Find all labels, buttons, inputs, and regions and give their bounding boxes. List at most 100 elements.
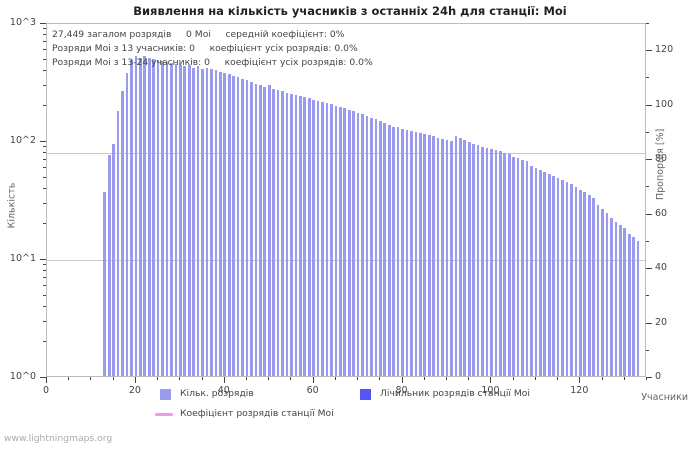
y-left-tick-minor [43, 270, 46, 272]
bar [405, 129, 409, 376]
y-left-tick-label: 10^0 [9, 371, 36, 382]
x-tick-minor [379, 377, 381, 380]
x-tick-minor [179, 377, 181, 380]
bar [241, 78, 244, 376]
y-right-tick-major [646, 50, 652, 52]
y-left-tick-major [40, 141, 46, 142]
y-right-tick-label: 40 [655, 262, 668, 274]
bar [210, 68, 213, 376]
bar [414, 131, 418, 376]
x-tick-major [490, 377, 492, 383]
bar [370, 117, 373, 376]
bar [134, 55, 138, 376]
bar [130, 59, 133, 376]
x-tick-minor [268, 377, 270, 380]
x-tick-minor [557, 377, 559, 380]
y-left-tick-minor [43, 146, 46, 148]
y-left-tick-minor [43, 176, 46, 178]
bar [125, 72, 129, 376]
y-right-tick-minor [646, 240, 649, 242]
bar [294, 95, 298, 376]
y-left-tick-minor [43, 264, 46, 266]
bar [543, 171, 547, 376]
bar [196, 66, 200, 376]
bar [152, 58, 156, 376]
bar [574, 186, 578, 376]
bar [587, 195, 591, 376]
bar [298, 96, 302, 376]
x-tick-label: 80 [395, 385, 408, 396]
y-left-tick-label: 10^2 [9, 135, 36, 146]
bar [223, 72, 227, 376]
y-left-tick-major [40, 377, 46, 378]
bar [450, 141, 453, 376]
y-right-tick-major [646, 377, 652, 378]
x-tick-minor [290, 377, 292, 380]
bar [147, 57, 151, 376]
bar [174, 64, 178, 376]
bar [538, 169, 542, 376]
bar [401, 128, 404, 376]
bar [490, 148, 493, 376]
bar [285, 93, 289, 376]
y-left-tick-minor [43, 223, 46, 225]
bar [356, 112, 360, 376]
bar [116, 111, 120, 376]
x-tick-minor [157, 377, 159, 380]
x-tick-label: 100 [481, 385, 500, 396]
bar [410, 130, 413, 376]
y-right-tick-minor [646, 131, 649, 133]
y-right-tick-label: 20 [655, 316, 668, 328]
y-left-tick-minor [43, 277, 46, 279]
bar [232, 75, 236, 376]
y-left-tick-minor [43, 187, 46, 189]
legend-label-discharges: Кільк. розрядів [180, 388, 254, 399]
legend-label-station-counter: Лічильник розрядів станції Moi [380, 388, 530, 399]
bar [143, 55, 147, 376]
y-left-tick-minor [43, 285, 46, 287]
bar [107, 154, 111, 376]
legend-line-ratio [155, 413, 173, 416]
x-tick-minor [534, 377, 536, 380]
bars-layer [47, 24, 645, 376]
y-left-tick-minor [43, 320, 46, 322]
bar [383, 122, 387, 376]
y-right-tick-major [646, 213, 652, 215]
bar [472, 144, 476, 376]
bar [632, 237, 636, 376]
bar [258, 85, 262, 376]
x-tick-label: 60 [306, 385, 319, 396]
y-left-tick-minor [43, 105, 46, 107]
y-left-tick-minor [43, 28, 46, 30]
bar [138, 57, 142, 376]
bar [432, 136, 436, 376]
bar [614, 222, 618, 376]
bar [530, 166, 533, 376]
bar [378, 120, 382, 376]
y-left-tick-minor [43, 305, 46, 307]
x-tick-minor [357, 377, 359, 380]
bar [507, 154, 511, 376]
bar [552, 175, 556, 376]
bar [481, 146, 484, 376]
bar [183, 66, 187, 376]
bar [387, 124, 391, 376]
x-tick-minor [601, 377, 603, 380]
y-left-tick-minor [43, 49, 46, 51]
bar [187, 65, 191, 376]
y-left-tick-minor [43, 167, 46, 169]
bar [565, 182, 569, 376]
bar [250, 82, 253, 376]
bar [178, 65, 182, 376]
bar [352, 111, 356, 376]
y-left-tick-minor [43, 202, 46, 204]
bar [618, 225, 622, 376]
y-axis-right-title: Пропорція [%] [655, 128, 666, 200]
bar [156, 59, 160, 376]
bar [525, 161, 529, 376]
bar [570, 184, 573, 376]
bar [201, 68, 204, 376]
x-tick-minor [646, 377, 647, 380]
bar [454, 136, 458, 376]
bar [556, 177, 560, 376]
